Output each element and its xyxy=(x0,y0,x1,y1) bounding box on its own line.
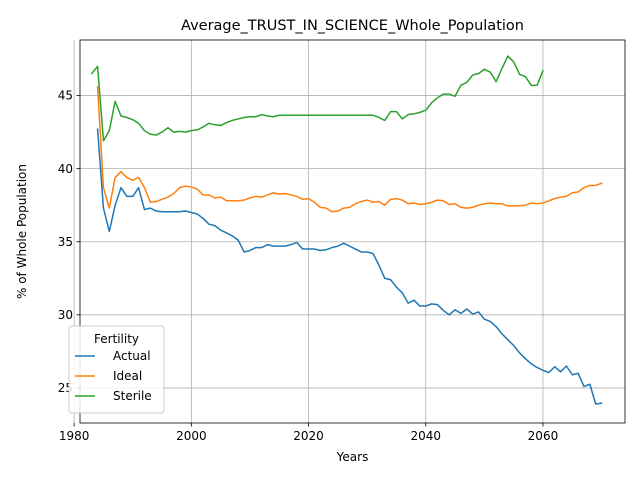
plot-area-frame xyxy=(79,39,626,424)
legend-title: Fertility xyxy=(94,332,139,346)
x-tick-label: 1980 xyxy=(59,429,90,443)
y-axis-label: % of Whole Population xyxy=(15,164,29,299)
y-tick-label: 45 xyxy=(58,89,73,103)
series-line-actual xyxy=(96,128,603,405)
x-tick-label: 2060 xyxy=(528,429,559,443)
series-line-ideal xyxy=(96,85,603,213)
x-tick-label: 2040 xyxy=(410,429,441,443)
x-axis-label: Years xyxy=(336,450,369,464)
legend-label-ideal: Ideal xyxy=(113,369,142,383)
y-tick-label: 35 xyxy=(58,235,73,249)
y-tick-label: 40 xyxy=(58,162,73,176)
legend: Fertility Actual Ideal Sterile xyxy=(68,325,165,414)
legend-entries: Actual Ideal Sterile xyxy=(75,349,152,403)
y-tick-label: 30 xyxy=(58,308,73,322)
series-lines xyxy=(90,55,603,405)
legend-label-actual: Actual xyxy=(113,349,151,363)
legend-box xyxy=(68,325,165,414)
x-tick-label: 2000 xyxy=(176,429,207,443)
chart-title: Average_TRUST_IN_SCIENCE_Whole_Populatio… xyxy=(181,18,524,34)
grid-lines xyxy=(73,40,625,423)
x-tick-label: 2020 xyxy=(293,429,324,443)
legend-label-sterile: Sterile xyxy=(113,389,152,403)
series-line-sterile xyxy=(90,55,544,142)
